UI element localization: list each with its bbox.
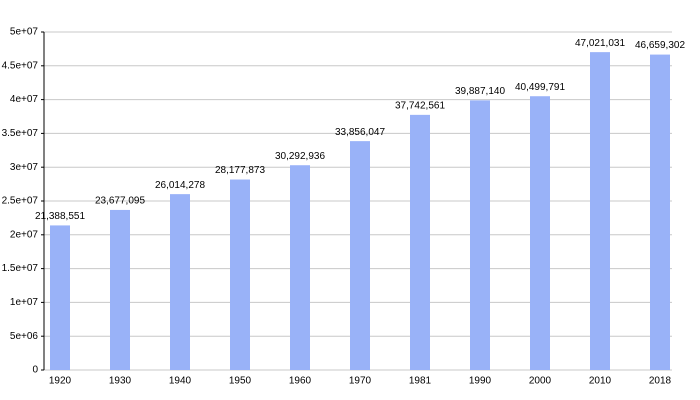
- value-label: 30,292,936: [275, 151, 325, 162]
- bar: [470, 100, 490, 371]
- bar: [110, 209, 130, 370]
- value-label: 37,742,561: [395, 101, 445, 112]
- bar: [650, 54, 670, 370]
- bar: [410, 114, 430, 370]
- bar: [50, 225, 70, 370]
- x-tick-label: 1920: [49, 376, 72, 387]
- y-tick-label: 4e+07: [10, 94, 39, 105]
- x-tick-label: 2018: [649, 376, 672, 387]
- x-tick-label: 1981: [409, 376, 432, 387]
- y-tick-label: 1.5e+07: [2, 263, 39, 274]
- y-tick-label: 0: [32, 365, 38, 376]
- value-label: 26,014,278: [155, 180, 205, 191]
- y-tick-label: 5e+06: [10, 331, 39, 342]
- value-label: 39,887,140: [455, 86, 505, 97]
- bar: [350, 141, 370, 370]
- x-tick-label: 1960: [289, 376, 312, 387]
- value-label: 21,388,551: [35, 211, 85, 222]
- y-tick-label: 1e+07: [10, 297, 39, 308]
- value-label: 40,499,791: [515, 82, 565, 93]
- bar: [290, 165, 310, 370]
- bar: [170, 194, 190, 370]
- bar: [230, 179, 250, 370]
- value-label: 46,659,302: [635, 40, 685, 51]
- x-tick-label: 1970: [349, 376, 372, 387]
- bar: [530, 96, 550, 371]
- x-tick-label: 1950: [229, 376, 252, 387]
- x-tick-label: 2000: [529, 376, 552, 387]
- bar: [590, 52, 610, 371]
- x-tick-label: 2010: [589, 376, 612, 387]
- value-label: 47,021,031: [575, 38, 625, 49]
- y-tick-label: 3.5e+07: [2, 128, 39, 139]
- x-tick-label: 1990: [469, 376, 492, 387]
- y-tick-label: 2.5e+07: [2, 196, 39, 207]
- y-tick-label: 2e+07: [10, 229, 39, 240]
- y-tick-label: 3e+07: [10, 162, 39, 173]
- x-tick-label: 1930: [109, 376, 132, 387]
- value-label: 23,677,095: [95, 196, 145, 207]
- y-tick-label: 5e+07: [10, 27, 39, 38]
- value-label: 28,177,873: [215, 165, 265, 176]
- y-tick-label: 4.5e+07: [2, 60, 39, 71]
- value-label: 33,856,047: [335, 127, 385, 138]
- x-tick-label: 1940: [169, 376, 192, 387]
